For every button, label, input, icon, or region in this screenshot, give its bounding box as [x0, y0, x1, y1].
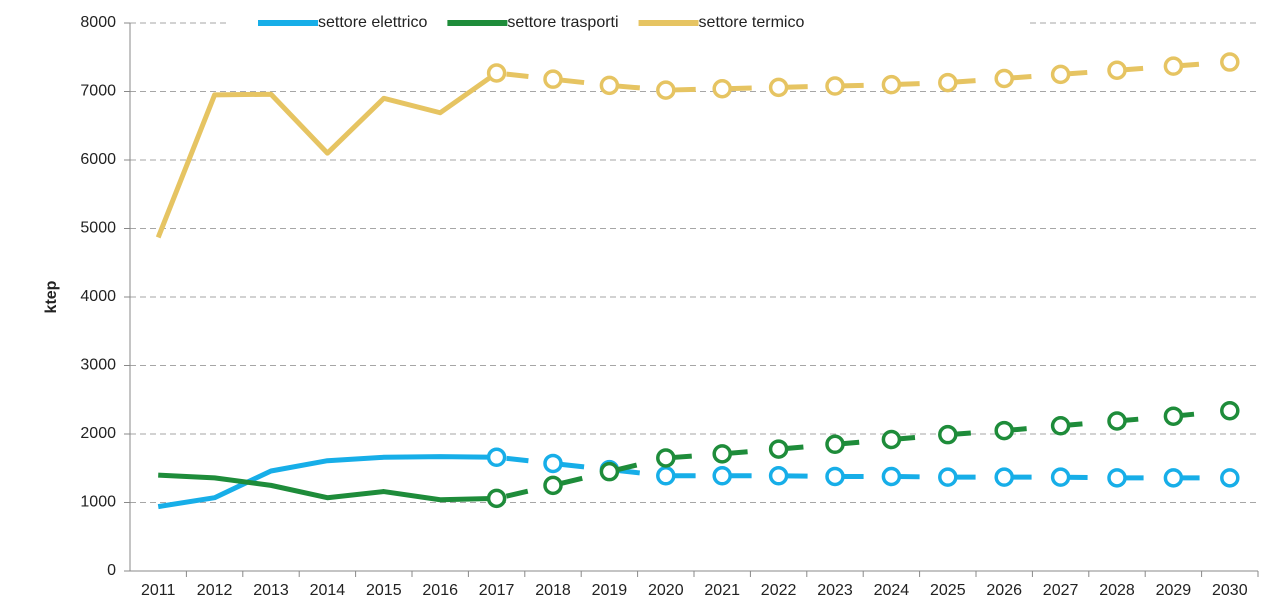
marker: [938, 424, 958, 445]
marker: [1107, 468, 1127, 488]
x-tick-label: 2027: [1043, 582, 1079, 599]
y-tick-label: 5000: [80, 220, 116, 237]
series-line: [155, 70, 499, 239]
marker: [656, 80, 676, 100]
marker: [599, 75, 620, 96]
series-line: [158, 472, 497, 503]
x-tick-label: 2015: [366, 582, 402, 599]
marker: [881, 74, 902, 95]
y-tick-label: 1000: [80, 494, 116, 511]
marker: [825, 466, 845, 487]
marker: [656, 448, 676, 468]
marker: [486, 488, 507, 509]
x-tick-label: 2026: [986, 582, 1022, 599]
marker: [1050, 416, 1071, 436]
marker: [994, 420, 1014, 441]
x-tick-label: 2029: [1156, 582, 1192, 599]
y-tick-label: 8000: [80, 14, 116, 31]
marker: [768, 439, 789, 459]
x-tick-label: 2022: [761, 582, 797, 599]
marker: [1163, 406, 1184, 426]
marker: [599, 461, 620, 482]
marker: [1107, 411, 1127, 431]
x-tick-label: 2018: [535, 582, 571, 599]
marker: [768, 466, 789, 486]
series-line: [157, 454, 497, 510]
x-tick-label: 2028: [1099, 582, 1135, 599]
y-tick-label: 7000: [80, 83, 116, 100]
x-tick-label: 2020: [648, 582, 684, 599]
y-tick-label: 4000: [80, 288, 116, 305]
marker: [994, 467, 1014, 487]
legend-background: [230, 11, 1030, 35]
marker: [1220, 400, 1240, 421]
y-axis-label: ktep: [43, 280, 60, 313]
marker: [712, 444, 732, 464]
x-tick-label: 2014: [310, 582, 346, 599]
marker: [712, 79, 732, 99]
marker: [994, 68, 1014, 89]
x-tick-label: 2011: [141, 582, 176, 599]
marker: [1163, 56, 1184, 76]
marker: [881, 466, 902, 487]
marker: [1220, 468, 1240, 488]
y-tick-label: 2000: [80, 425, 116, 442]
legend-label: settore elettrico: [318, 14, 427, 31]
marker: [825, 76, 845, 96]
legend-label: settore termico: [699, 14, 805, 31]
marker: [543, 453, 563, 474]
x-tick-label: 2017: [479, 582, 515, 599]
marker: [1050, 467, 1071, 487]
marker: [486, 447, 507, 468]
marker: [938, 72, 958, 93]
marker: [768, 77, 789, 98]
marker: [825, 434, 845, 455]
marker: [656, 466, 676, 486]
x-tick-label: 2025: [930, 582, 966, 599]
marker: [1163, 468, 1184, 488]
marker: [881, 429, 902, 450]
legend-label: settore trasporti: [507, 14, 618, 31]
marker: [486, 63, 507, 83]
x-tick-label: 2019: [592, 582, 628, 599]
x-tick-label: 2013: [253, 582, 289, 599]
marker: [1220, 52, 1240, 72]
legend: settore elettrico settore trasporti settor…: [230, 11, 1030, 35]
marker: [938, 467, 958, 487]
y-tick-label: 6000: [80, 151, 116, 168]
marker: [712, 466, 732, 486]
marker: [1050, 64, 1071, 85]
x-tick-label: 2030: [1212, 582, 1248, 599]
x-tick-label: 2024: [874, 582, 910, 599]
marker: [1107, 60, 1127, 81]
marker: [543, 475, 563, 496]
y-tick-label: 0: [107, 562, 116, 579]
y-tick-label: 3000: [80, 357, 116, 374]
x-tick-label: 2012: [197, 582, 233, 599]
x-tick-label: 2023: [817, 582, 853, 599]
x-tick-label: 2021: [704, 582, 740, 599]
marker: [543, 69, 563, 89]
x-tick-label: 2016: [422, 582, 458, 599]
